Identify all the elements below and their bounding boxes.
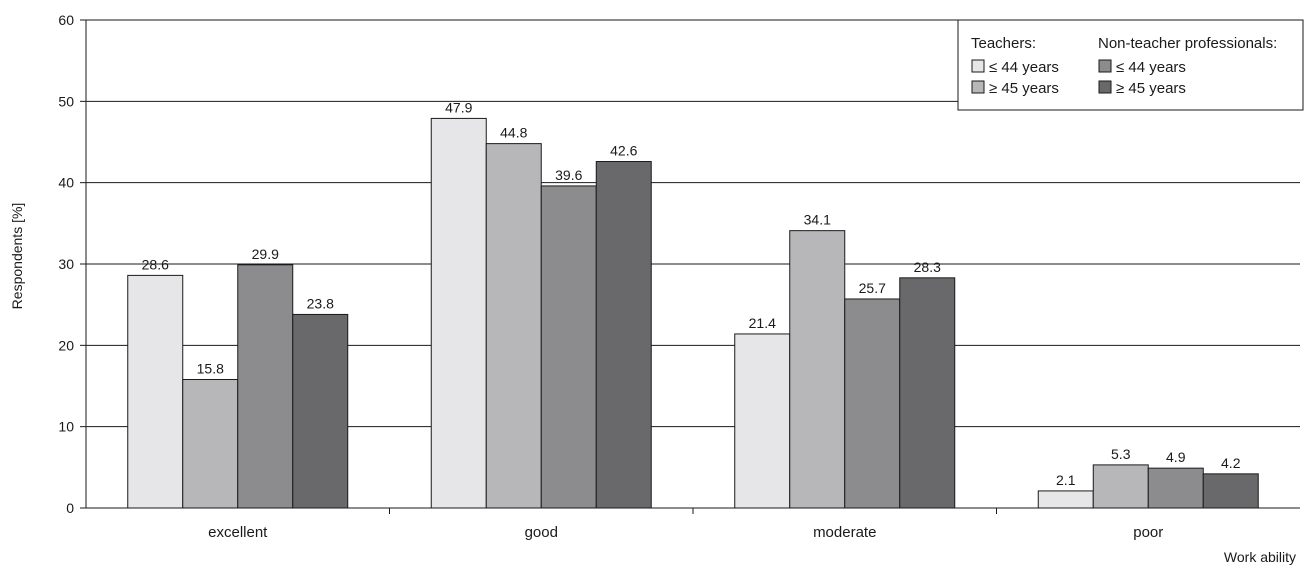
data-label: 2.1: [1056, 472, 1076, 488]
bar-good-series-1: [485, 143, 542, 509]
data-label: 29.9: [252, 246, 279, 262]
legend-label: ≥ 45 years: [1116, 80, 1186, 97]
y-tick-label: 0: [66, 500, 74, 516]
y-tick-label: 50: [58, 93, 74, 109]
x-axis-title: Work ability: [1224, 549, 1296, 565]
data-label: 34.1: [804, 212, 831, 228]
legend-swatch: [971, 59, 985, 73]
legend-label: ≤ 44 years: [1116, 59, 1186, 76]
data-labels: 28.6 15.8 29.9 23.8 47.9 44.8 39.6 42.6 21.4 34.1…: [142, 99, 1241, 488]
category-label-moderate: moderate: [813, 524, 876, 541]
y-ticks: 0 10 20 30 40 50 60: [58, 12, 86, 516]
bar-poor-series-2: [1147, 467, 1204, 509]
y-tick-label: 20: [58, 337, 74, 353]
category-label-good: good: [525, 524, 558, 541]
data-label: 28.6: [142, 256, 169, 272]
legend-heading-teachers: Teachers:: [971, 35, 1036, 52]
bar-good-series-2: [540, 185, 597, 509]
legend-label: ≥ 45 years: [989, 80, 1059, 97]
y-tick-label: 60: [58, 12, 74, 28]
y-tick-label: 30: [58, 256, 74, 272]
data-label: 4.9: [1166, 449, 1186, 465]
bar-moderate-series-1: [789, 230, 846, 509]
bar-good-series-3: [595, 161, 652, 509]
data-label: 39.6: [555, 167, 582, 183]
legend: Teachers: Non-teacher professionals: ≤ 4…: [957, 19, 1304, 111]
data-label: 5.3: [1111, 446, 1131, 462]
data-label: 21.4: [749, 315, 776, 331]
bar-excellent-series-0: [127, 274, 184, 509]
category-label-poor: poor: [1133, 524, 1163, 541]
data-label: 44.8: [500, 125, 527, 141]
y-tick-label: 40: [58, 175, 74, 191]
data-label: 28.3: [914, 259, 941, 275]
bar-good-series-0: [430, 117, 487, 509]
bar-moderate-series-3: [899, 277, 956, 509]
data-label: 23.8: [307, 295, 334, 311]
x-categories: excellent good moderate poor: [208, 524, 1163, 541]
bar-excellent-series-3: [292, 313, 349, 509]
y-axis-title: Respondents [%]: [9, 203, 25, 310]
data-label: 25.7: [859, 280, 886, 296]
bar-moderate-series-0: [734, 333, 791, 509]
data-label: 42.6: [610, 143, 637, 159]
bar-poor-series-3: [1202, 473, 1259, 509]
bars: [127, 117, 1259, 509]
data-label: 4.2: [1221, 455, 1241, 471]
bar-moderate-series-2: [844, 298, 901, 509]
bar-excellent-series-2: [237, 264, 294, 509]
legend-swatch: [1098, 80, 1112, 94]
legend-heading-non-teacher: Non-teacher professionals:: [1098, 35, 1277, 52]
legend-label: ≤ 44 years: [989, 59, 1059, 76]
legend-swatch: [971, 80, 985, 94]
legend-frame: [957, 19, 1304, 111]
data-label: 15.8: [197, 360, 224, 376]
bar-excellent-series-1: [182, 378, 239, 509]
y-tick-label: 10: [58, 419, 74, 435]
category-label-excellent: excellent: [208, 524, 268, 541]
bar-poor-series-1: [1092, 464, 1149, 509]
bar-poor-series-0: [1037, 490, 1094, 509]
legend-swatch: [1098, 59, 1112, 73]
data-label: 47.9: [445, 99, 472, 115]
